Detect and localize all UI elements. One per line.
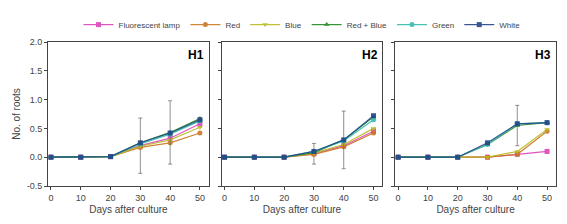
svg-text:White: White: [499, 21, 520, 30]
svg-text:50: 50: [542, 193, 552, 203]
svg-text:2.0: 2.0: [30, 37, 43, 47]
svg-text:30: 30: [482, 193, 492, 203]
svg-text:0.0: 0.0: [30, 152, 43, 162]
svg-text:1.5: 1.5: [30, 66, 43, 76]
svg-text:40: 40: [165, 193, 175, 203]
svg-text:0: 0: [396, 193, 401, 203]
svg-text:20: 20: [106, 193, 116, 203]
svg-text:-0.5: -0.5: [27, 181, 43, 191]
svg-text:20: 20: [453, 193, 463, 203]
svg-text:0: 0: [222, 193, 227, 203]
svg-text:0.5: 0.5: [30, 124, 43, 134]
svg-text:10: 10: [423, 193, 433, 203]
svg-text:30: 30: [309, 193, 319, 203]
svg-text:30: 30: [135, 193, 145, 203]
svg-text:Green: Green: [432, 21, 454, 30]
svg-text:50: 50: [368, 193, 378, 203]
svg-text:1.0: 1.0: [30, 95, 43, 105]
svg-text:10: 10: [76, 193, 86, 203]
svg-text:Fluorescent lamp: Fluorescent lamp: [119, 21, 181, 30]
svg-text:50: 50: [195, 193, 205, 203]
svg-text:H1: H1: [188, 48, 204, 62]
svg-text:No. of roots: No. of roots: [11, 88, 22, 140]
svg-text:40: 40: [512, 193, 522, 203]
svg-text:Days after culture: Days after culture: [263, 204, 342, 215]
svg-text:10: 10: [249, 193, 259, 203]
svg-text:Blue: Blue: [285, 21, 302, 30]
svg-text:Red + Blue: Red + Blue: [347, 21, 387, 30]
svg-text:40: 40: [339, 193, 349, 203]
svg-text:Days after culture: Days after culture: [89, 204, 168, 215]
svg-text:Days after culture: Days after culture: [436, 204, 515, 215]
svg-text:H2: H2: [362, 48, 378, 62]
svg-text:20: 20: [279, 193, 289, 203]
svg-text:0: 0: [48, 193, 53, 203]
svg-text:H3: H3: [535, 48, 551, 62]
svg-text:Red: Red: [225, 21, 240, 30]
